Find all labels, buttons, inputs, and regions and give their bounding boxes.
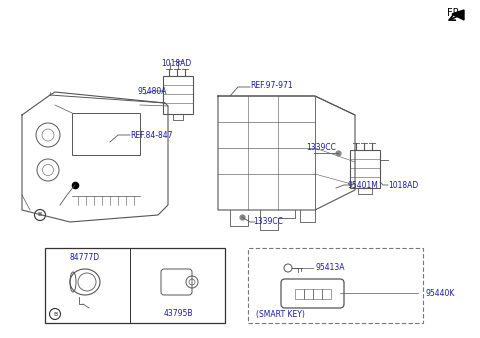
Text: (SMART KEY): (SMART KEY) (256, 311, 305, 319)
Text: B: B (53, 312, 57, 316)
Text: B: B (38, 213, 42, 217)
Text: REF.97-971: REF.97-971 (250, 80, 293, 90)
Polygon shape (452, 10, 464, 20)
Text: FR.: FR. (447, 8, 462, 18)
Text: 1339CC: 1339CC (253, 217, 283, 226)
Text: 1339CC: 1339CC (306, 144, 336, 152)
Text: 84777D: 84777D (70, 254, 100, 263)
Text: 95480A: 95480A (138, 87, 168, 96)
Text: 43795B: 43795B (163, 310, 193, 318)
Text: REF.84-847: REF.84-847 (130, 130, 172, 140)
Text: 1018AD: 1018AD (161, 58, 191, 68)
Text: 95440K: 95440K (425, 289, 455, 297)
Text: 95413A: 95413A (315, 264, 345, 272)
Text: 95401M: 95401M (347, 180, 378, 190)
Text: 1018AD: 1018AD (388, 180, 418, 190)
